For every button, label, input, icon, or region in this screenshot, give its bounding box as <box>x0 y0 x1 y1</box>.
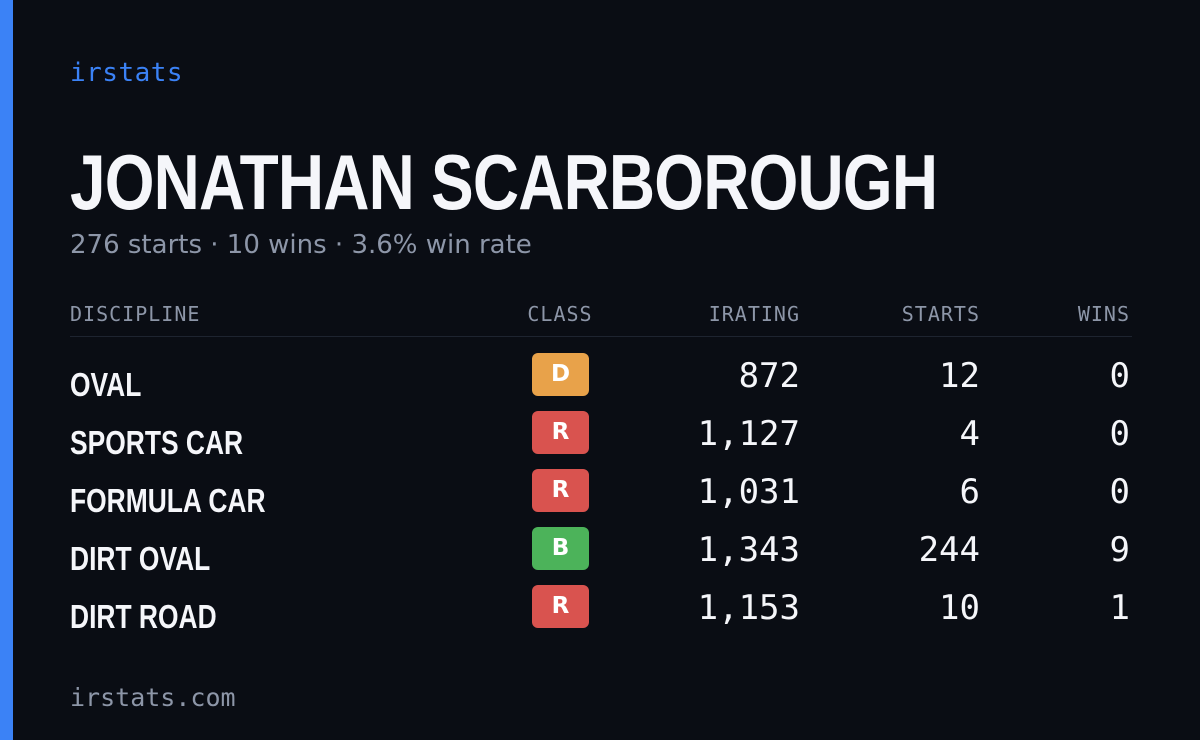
header-irating: IRATING <box>708 302 800 326</box>
discipline-table: DISCIPLINE CLASS IRATING STARTS WINS OVA… <box>70 298 1132 643</box>
class-badge: R <box>532 411 589 454</box>
table-header: DISCIPLINE CLASS IRATING STARTS WINS <box>70 298 1132 337</box>
accent-bar <box>0 0 13 740</box>
irating-value: 872 <box>738 356 800 396</box>
wins-value: 0 <box>1109 472 1130 512</box>
class-badge: D <box>532 353 589 396</box>
discipline-name: OVAL <box>70 366 142 403</box>
wins-value: 9 <box>1109 530 1130 570</box>
starts-value: 4 <box>959 414 980 454</box>
irating-value: 1,031 <box>697 472 800 512</box>
footer-url[interactable]: irstats.com <box>70 683 236 712</box>
header-class: CLASS <box>527 302 593 326</box>
irating-value: 1,127 <box>697 414 800 454</box>
header-discipline: DISCIPLINE <box>70 302 201 326</box>
class-badge: R <box>532 585 589 628</box>
class-badge: R <box>532 469 589 512</box>
table-row: SPORTS CAR R 1,127 4 0 <box>70 411 1132 469</box>
header-wins: WINS <box>1077 302 1130 326</box>
table-row: DIRT ROAD R 1,153 10 1 <box>70 585 1132 643</box>
table-row: FORMULA CAR R 1,031 6 0 <box>70 469 1132 527</box>
table-row: OVAL D 872 12 0 <box>70 353 1132 411</box>
table-row: DIRT OVAL B 1,343 244 9 <box>70 527 1132 585</box>
wins-value: 1 <box>1109 588 1130 628</box>
header-starts: STARTS <box>901 302 980 326</box>
starts-value: 244 <box>918 530 980 570</box>
discipline-name: DIRT OVAL <box>70 540 211 577</box>
starts-value: 10 <box>939 588 980 628</box>
starts-value: 6 <box>959 472 980 512</box>
discipline-name: SPORTS CAR <box>70 424 244 461</box>
brand-logo-text[interactable]: irstats <box>70 58 184 88</box>
driver-name: JONATHAN SCARBOROUGH <box>70 138 938 226</box>
class-badge: B <box>532 527 589 570</box>
driver-summary: 276 starts · 10 wins · 3.6% win rate <box>70 230 532 260</box>
wins-value: 0 <box>1109 414 1130 454</box>
starts-value: 12 <box>939 356 980 396</box>
discipline-name: DIRT ROAD <box>70 598 217 635</box>
table-body: OVAL D 872 12 0 SPORTS CAR R 1,127 4 0 F… <box>70 337 1132 643</box>
irating-value: 1,343 <box>697 530 800 570</box>
discipline-name: FORMULA CAR <box>70 482 266 519</box>
wins-value: 0 <box>1109 356 1130 396</box>
irating-value: 1,153 <box>697 588 800 628</box>
